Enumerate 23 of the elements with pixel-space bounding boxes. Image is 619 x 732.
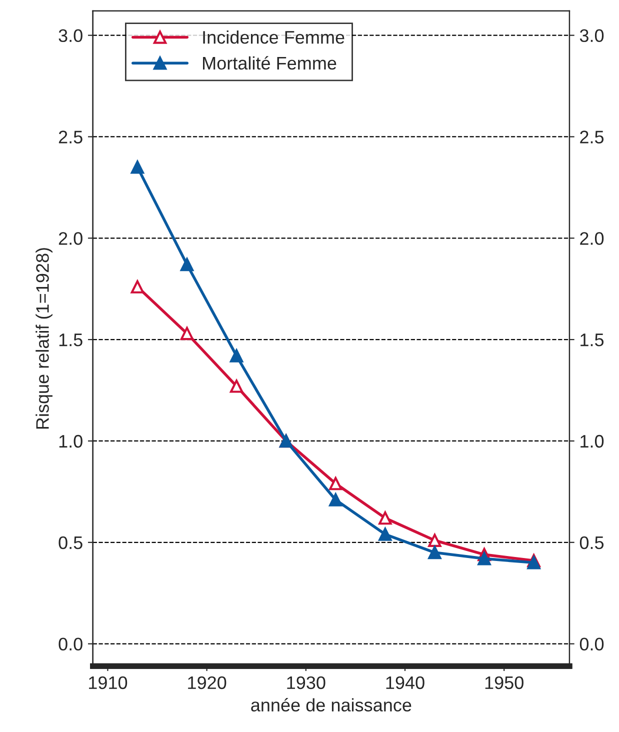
y2-tick-label: 3.0 xyxy=(580,29,604,42)
y2-tick-label: 0.0 xyxy=(580,638,604,651)
x-tick-label: 1930 xyxy=(287,676,326,690)
y2-tick-label: 1.5 xyxy=(580,334,604,346)
y2-tick-label: 1.0 xyxy=(580,434,604,448)
legend-label: Incidence Femme xyxy=(203,30,344,44)
y-tick-label: 1.5 xyxy=(59,334,82,346)
y-tick-label: 0.0 xyxy=(58,638,82,651)
y-tick-label: 0.5 xyxy=(58,536,82,550)
x-tick-label: 1950 xyxy=(485,676,524,690)
y-tick-label: 3.0 xyxy=(58,29,82,42)
x-tick-label: 1920 xyxy=(188,676,226,690)
y-tick-label: 2.0 xyxy=(58,232,82,245)
legend-label: Mortalité Femme xyxy=(203,56,336,70)
y-axis-title: Risque relatif (1=1928) xyxy=(36,248,52,429)
y2-tick-label: 2.0 xyxy=(580,232,604,245)
y-tick-label: 1.0 xyxy=(59,434,82,448)
y-tick-label: 2.5 xyxy=(58,130,82,144)
x-axis-title: année de naissance xyxy=(251,698,412,712)
y2-tick-label: 2.5 xyxy=(580,130,604,144)
y2-tick-label: 0.5 xyxy=(580,536,604,550)
x-tick-label: 1940 xyxy=(386,676,424,690)
x-tick-label: 1910 xyxy=(89,676,128,690)
